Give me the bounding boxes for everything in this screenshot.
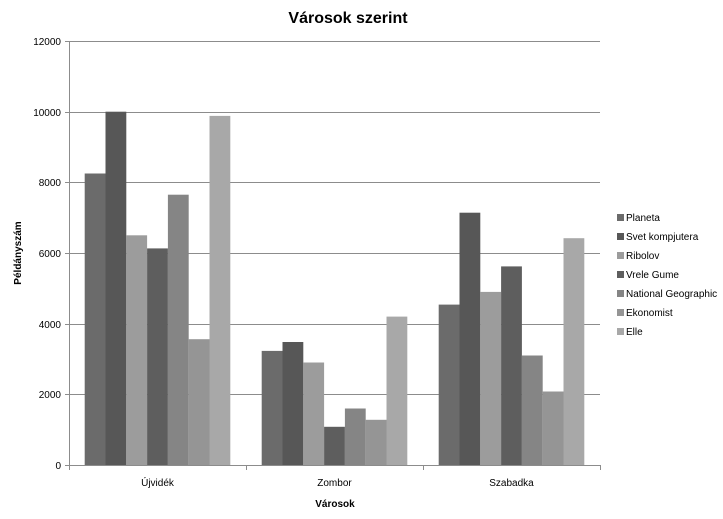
bar xyxy=(365,419,387,465)
legend: Planeta Svet kompjutera Ribolov Vrele Gume N… xyxy=(617,213,717,338)
bar xyxy=(282,342,304,465)
bar xyxy=(167,194,189,465)
y-tick-label: 4000 xyxy=(39,320,62,331)
bar xyxy=(521,355,543,465)
legend-label: Elle xyxy=(626,327,643,338)
bar xyxy=(438,304,460,465)
y-tick-label: 12000 xyxy=(33,37,61,48)
legend-swatch xyxy=(617,309,624,316)
y-axis-label: Példányszám xyxy=(13,221,24,284)
y-tick-label: 0 xyxy=(55,461,61,472)
axes xyxy=(69,41,601,470)
legend-swatch xyxy=(617,328,624,335)
y-tick-label: 2000 xyxy=(39,390,62,401)
bar xyxy=(501,266,522,465)
bar xyxy=(84,173,106,465)
bar xyxy=(324,426,345,465)
x-tick-label: Újvidék xyxy=(141,476,175,489)
y-tick-label: 6000 xyxy=(39,249,62,260)
legend-swatch xyxy=(617,252,624,259)
legend-label: Ekonomist xyxy=(626,308,673,319)
bar xyxy=(105,111,127,465)
x-axis-label: Városok xyxy=(315,499,355,510)
x-tick-label: Zombor xyxy=(317,478,352,489)
bar xyxy=(542,391,564,465)
legend-label: Planeta xyxy=(626,213,660,224)
bar xyxy=(344,408,366,465)
bar xyxy=(480,291,502,465)
legend-label: Ribolov xyxy=(626,251,659,262)
legend-swatch xyxy=(617,271,624,278)
bar xyxy=(126,235,148,465)
chart-title: Városok szerint xyxy=(288,10,408,27)
bar xyxy=(188,339,210,465)
y-tick-labels: 0 2000 4000 6000 8000 10000 12000 xyxy=(33,37,61,472)
legend-swatch xyxy=(617,233,624,240)
y-tick-label: 10000 xyxy=(33,108,61,119)
x-tick-labels: Újvidék Zombor Szabadka xyxy=(141,476,534,489)
bar xyxy=(563,238,585,465)
legend-label: Svet kompjutera xyxy=(626,232,699,243)
bar xyxy=(459,212,481,465)
bars xyxy=(84,111,585,466)
bar xyxy=(261,350,283,465)
bar xyxy=(147,248,168,465)
legend-label: Vrele Gume xyxy=(626,270,679,281)
legend-label: National Geographic xyxy=(626,289,717,300)
x-tick-label: Szabadka xyxy=(489,478,534,489)
y-tick-label: 8000 xyxy=(39,178,62,189)
legend-swatch xyxy=(617,290,624,297)
legend-swatch xyxy=(617,214,624,221)
bar xyxy=(303,362,325,465)
bar xyxy=(209,115,231,466)
bar xyxy=(386,316,408,465)
